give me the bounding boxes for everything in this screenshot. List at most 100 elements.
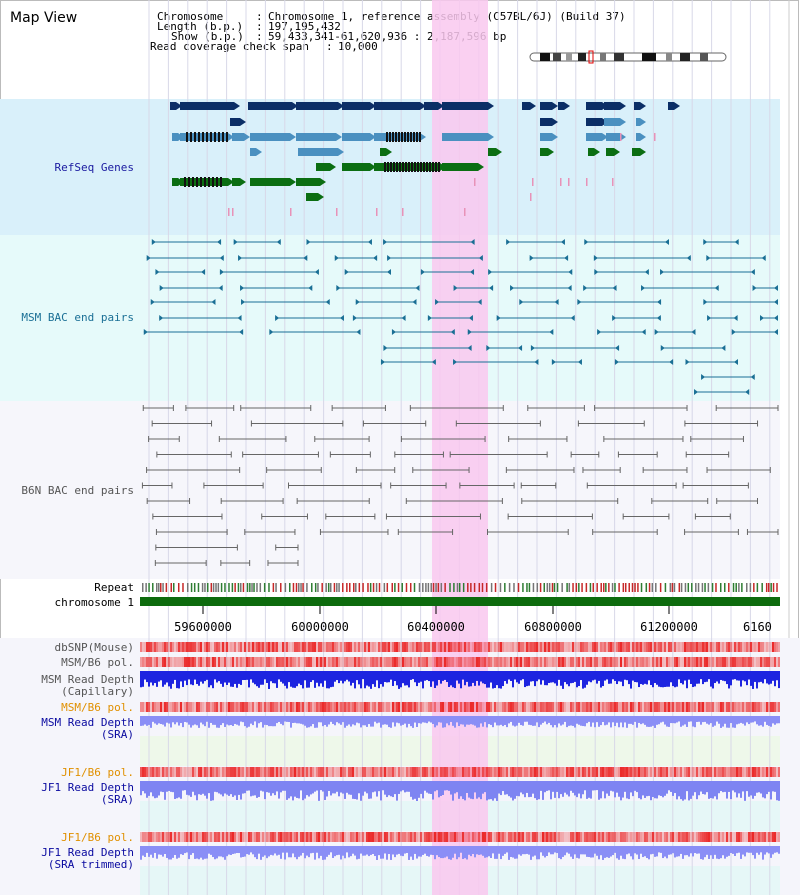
repeat-element [618, 583, 620, 592]
jf1-trim-depth-bin [562, 846, 564, 857]
msm-depth-bin [244, 671, 246, 680]
repeat-element [467, 583, 469, 592]
repeat-element [756, 583, 759, 592]
msm-sra-depth-bin [374, 716, 376, 722]
jf1-depth-bin [364, 781, 366, 792]
dbsnp-bin [250, 642, 252, 652]
jf1-depth-bin [242, 781, 244, 794]
gene-exon-dark [387, 162, 389, 172]
msm-sra-depth-bin [416, 716, 418, 728]
jf1-pol-bin [676, 767, 678, 777]
jf1-trim-depth-bin [744, 846, 746, 857]
msm-bac-end [774, 299, 778, 305]
jf1-pol-bin [706, 767, 708, 777]
jf1-pol-2-bin [756, 832, 758, 842]
repeat-element [536, 583, 539, 592]
msm-pol-bin [404, 657, 406, 667]
msm-sra-pol-bin [250, 702, 252, 712]
gene-marker-pink [402, 208, 404, 216]
jf1-pol-2-bin [186, 832, 188, 842]
msm-sra-pol-bin [724, 702, 726, 712]
jf1-pol-2-bin [452, 832, 454, 842]
jf1-pol-bin [244, 767, 246, 777]
jf1-depth-bin [386, 781, 388, 798]
repeat-element [358, 583, 361, 592]
msm-pol-bin [154, 657, 156, 667]
dbsnp-bin [536, 642, 538, 652]
jf1-pol-bin [724, 767, 726, 777]
jf1-trim-depth-bin [332, 846, 334, 858]
dbsnp-bin [588, 642, 590, 652]
msm-pol-bin [556, 657, 558, 667]
gene-arrow [338, 148, 344, 156]
msm-pol-bin [168, 657, 170, 667]
msm-pol-bin [718, 657, 720, 667]
msm-sra-pol-bin [766, 702, 768, 712]
jf1-trim-depth-bin [150, 846, 152, 855]
jf1-trim-depth-bin [502, 846, 504, 856]
msm-depth-bin [434, 671, 436, 689]
msm-depth-bin [320, 671, 322, 684]
msm-depth-bin [728, 671, 730, 689]
jf1-pol-2-bin [314, 832, 316, 842]
msm-bac-end [518, 345, 523, 351]
msm-bac-end [269, 329, 274, 335]
dbsnp-bin [340, 642, 342, 652]
jf1-depth-bin [378, 781, 380, 792]
dbsnp-bin [552, 642, 554, 652]
msm-depth-bin [354, 671, 356, 689]
msm-sra-pol-bin [758, 702, 760, 712]
dbsnp-bin [754, 642, 756, 652]
msm-sra-depth-bin [454, 716, 456, 728]
gene-exon [488, 148, 496, 156]
jf1-pol-2-bin [536, 832, 538, 842]
dbsnp-bin [600, 642, 602, 652]
jf1-trim-depth-bin [156, 846, 158, 859]
msm-pol-bin [262, 657, 264, 667]
msm-sra-depth-bin [670, 716, 672, 724]
jf1-pol-2-bin [522, 832, 524, 842]
msm-depth-bin [718, 671, 720, 684]
msm-pol-bin [672, 657, 674, 667]
msm-sra-depth-bin [486, 716, 488, 728]
msm-sra-pol-bin [536, 702, 538, 712]
dbsnp-bin [384, 642, 386, 652]
msm-sra-pol-bin [608, 702, 610, 712]
msm-pol-bin [608, 657, 610, 667]
dbsnp-bin [372, 642, 374, 652]
msm-sra-depth-bin [664, 716, 666, 725]
msm-pol-bin [690, 657, 692, 667]
jf1-pol-bin [688, 767, 690, 777]
gene-exon-dark [401, 132, 403, 142]
msm-sra-pol-bin [674, 702, 676, 712]
msm-pol-bin [238, 657, 240, 667]
selected-region-highlight [432, 0, 488, 895]
dbsnp-bin [660, 642, 662, 652]
msm-pol-bin [588, 657, 590, 667]
jf1-pol-2-bin [282, 832, 284, 842]
msm-pol-bin [474, 657, 476, 667]
msm-sra-pol-bin [140, 702, 142, 712]
msm-depth-bin [246, 671, 248, 680]
msm-sra-depth-bin [726, 716, 728, 728]
msm-pol-bin [684, 657, 686, 667]
jf1-depth-bin [662, 781, 664, 798]
jf1-pol-bin [656, 767, 658, 777]
jf1-pol-bin [392, 767, 394, 777]
gene-exon [248, 102, 292, 110]
msm-depth-bin [284, 671, 286, 686]
msm-sra-pol-bin [338, 702, 340, 712]
gene-exon-dark [423, 162, 425, 172]
repeat-element [336, 583, 338, 592]
dbsnp-bin [344, 642, 346, 652]
jf1-depth-bin [382, 781, 384, 791]
jf1-pol-2-bin [268, 832, 270, 842]
msm-sra-pol-bin [308, 702, 310, 712]
msm-depth-bin [564, 671, 566, 683]
jf1-depth-bin [278, 781, 280, 799]
msm-depth-bin [570, 671, 572, 684]
jf1-trim-depth-bin [594, 846, 596, 854]
jf1-pol-bin [240, 767, 242, 777]
jf1-pol-2-bin [752, 832, 754, 842]
